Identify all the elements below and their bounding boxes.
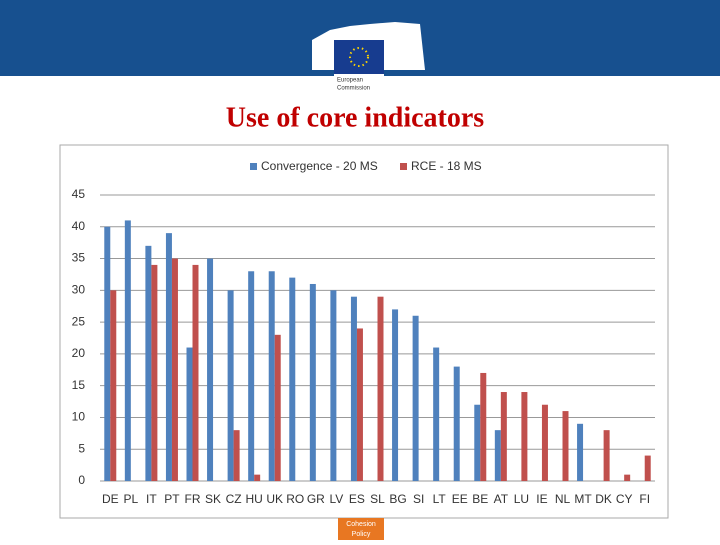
bar (356, 328, 363, 481)
bar (624, 474, 631, 481)
bar (145, 245, 152, 481)
bar (268, 271, 275, 481)
bar (171, 258, 178, 481)
bar (412, 315, 419, 481)
bar (151, 264, 158, 481)
bar (644, 455, 651, 481)
bar (274, 334, 281, 481)
y-tick-label: 10 (72, 410, 86, 424)
bar (480, 372, 487, 481)
bar (289, 277, 296, 481)
y-tick-label: 0 (78, 473, 85, 487)
x-tick-label: DK (595, 492, 612, 506)
bar (233, 430, 240, 481)
y-tick-label: 40 (72, 219, 86, 233)
bar (124, 220, 131, 481)
bar (541, 404, 548, 481)
x-tick-label: RO (286, 492, 304, 506)
logo-text: Commission (337, 86, 370, 92)
bar (433, 347, 440, 481)
x-tick-label: HU (245, 492, 262, 506)
bar (603, 430, 610, 481)
x-tick-label: PL (123, 492, 138, 506)
bar (521, 392, 528, 481)
x-tick-label: AT (494, 492, 509, 506)
bar (453, 366, 460, 481)
bar (186, 347, 193, 481)
x-tick-label: LU (514, 492, 529, 506)
x-tick-label: FI (639, 492, 650, 506)
y-tick-label: 25 (72, 314, 86, 328)
x-tick-label: LT (433, 492, 447, 506)
y-tick-label: 45 (72, 187, 86, 201)
x-tick-label: IT (146, 492, 157, 506)
x-tick-label: BE (472, 492, 488, 506)
bar (494, 430, 501, 481)
x-tick-label: EE (452, 492, 468, 506)
x-tick-label: BG (389, 492, 406, 506)
bar (330, 290, 337, 481)
x-tick-label: SL (370, 492, 385, 506)
bar (254, 474, 261, 481)
y-tick-label: 20 (72, 346, 86, 360)
x-tick-label: DE (102, 492, 119, 506)
bar (377, 296, 384, 481)
x-tick-label: GR (307, 492, 325, 506)
y-tick-label: 5 (78, 441, 85, 455)
x-tick-label: ES (349, 492, 365, 506)
bar (104, 226, 111, 481)
legend-swatch (400, 163, 407, 170)
bar (192, 264, 199, 481)
x-tick-label: UK (266, 492, 283, 506)
x-tick-label: MT (574, 492, 592, 506)
bar (562, 411, 569, 481)
bar (248, 271, 255, 481)
bar (207, 258, 214, 481)
bar (165, 233, 172, 481)
legend-label: Convergence - 20 MS (261, 159, 378, 173)
logo: European Commission (312, 22, 425, 96)
x-tick-label: CY (616, 492, 633, 506)
x-tick-label: PT (164, 492, 180, 506)
footer-text: Policy (352, 531, 371, 538)
x-tick-label: SI (413, 492, 424, 506)
x-tick-label: SK (205, 492, 221, 506)
footer-badge (338, 518, 384, 540)
bar (392, 309, 399, 481)
x-tick-label: FR (185, 492, 201, 506)
y-tick-label: 35 (72, 251, 86, 265)
bar (577, 423, 584, 481)
bar (500, 392, 507, 481)
legend-swatch (250, 163, 257, 170)
y-tick-label: 15 (72, 378, 86, 392)
bar (227, 290, 234, 481)
x-tick-label: LV (329, 492, 343, 506)
footer-text: Cohesion (346, 521, 376, 528)
bar (309, 283, 316, 481)
x-tick-label: CZ (226, 492, 242, 506)
x-tick-label: NL (555, 492, 571, 506)
bar (110, 290, 117, 481)
y-tick-label: 30 (72, 283, 86, 297)
bar (474, 404, 481, 481)
logo-text: European (337, 78, 363, 84)
chart-title: Use of core indicators (226, 102, 485, 133)
bar (350, 296, 357, 481)
legend-label: RCE - 18 MS (411, 159, 482, 173)
x-tick-label: IE (536, 492, 547, 506)
